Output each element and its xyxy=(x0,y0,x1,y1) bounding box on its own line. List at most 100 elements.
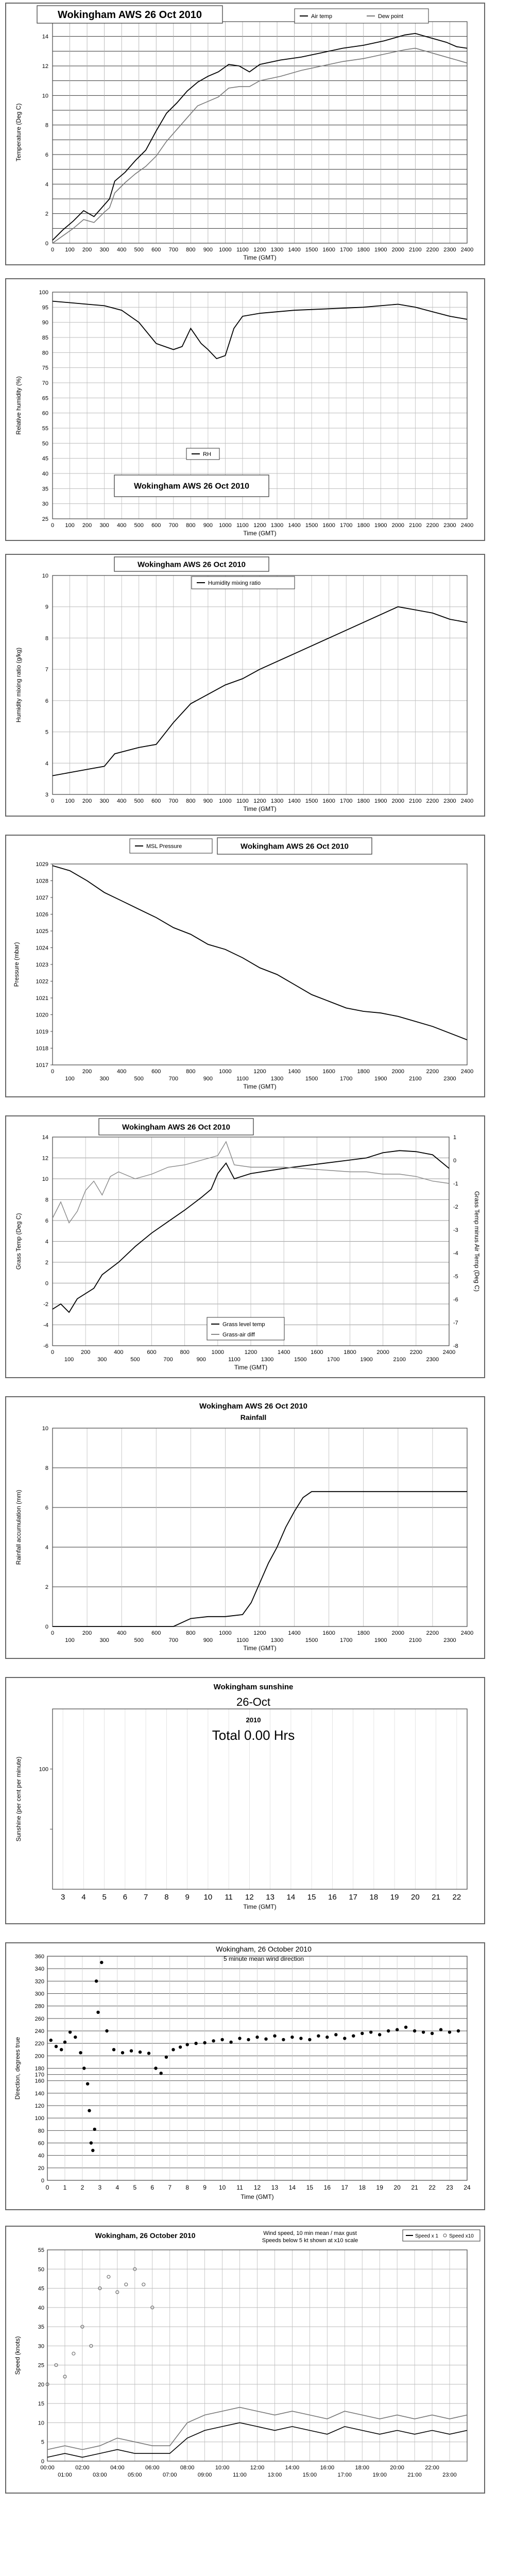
chart-title-box xyxy=(98,1118,254,1136)
y-tick-label: 10 xyxy=(38,2420,44,2426)
x-tick-label: 1800 xyxy=(357,522,370,529)
chart-subtitle: 5 minute mean wind direction xyxy=(224,1955,304,1962)
legend-box xyxy=(129,838,213,854)
chart-title: Wokingham AWS 26 Oct 2010 xyxy=(199,1402,307,1411)
x-tick-label: 700 xyxy=(163,1357,173,1363)
x-tick-label: 900 xyxy=(203,1076,213,1082)
y-tick-label: 5 xyxy=(41,2439,44,2446)
x-tick-label: 1600 xyxy=(322,798,335,804)
x-tick-label: 600 xyxy=(151,247,161,253)
y-tick-label: 60 xyxy=(42,411,48,417)
x-tick-label: 10 xyxy=(219,2184,226,2191)
x-tick-label: 1400 xyxy=(288,798,300,804)
y-tick-label: 1018 xyxy=(36,1046,48,1052)
y-tick-label: 30 xyxy=(38,2343,44,2349)
y-axis-label: Speed (knots) xyxy=(14,2336,21,2375)
x-tick-label: 0 xyxy=(51,798,54,804)
x-tick-label: 8 xyxy=(164,1893,168,1902)
y-tick-label: 4 xyxy=(45,1545,48,1551)
y-tick-label: 1024 xyxy=(36,945,48,952)
x-tick-label: 2000 xyxy=(376,1349,389,1355)
x-tick-label: 18 xyxy=(359,2184,366,2191)
legend-label: MSL Pressure xyxy=(146,843,182,850)
direction-point xyxy=(112,2048,116,2052)
direction-point xyxy=(96,2010,100,2014)
direction-point xyxy=(49,2038,53,2042)
x-tick-label: 2000 xyxy=(392,247,404,253)
chart-title: Wokingham AWS 26 Oct 2010 xyxy=(134,482,249,491)
x-tick-label: 400 xyxy=(117,798,126,804)
direction-point xyxy=(334,2033,338,2037)
x-tick-label: 0 xyxy=(51,522,54,529)
y-tick-label: 20 xyxy=(38,2382,44,2388)
max-gust-line xyxy=(47,2406,468,2450)
y-tick-label: 1021 xyxy=(36,995,48,1002)
x-tick-label: 1200 xyxy=(253,522,266,529)
x-tick-label: 2100 xyxy=(409,798,421,804)
x-tick-label: 15:00 xyxy=(303,2472,317,2478)
y-tick-label: 45 xyxy=(38,2286,44,2292)
x-tick-label: 0 xyxy=(46,2184,49,2191)
x-tick-label: 900 xyxy=(203,522,213,529)
y-tick-label: 10 xyxy=(42,1426,48,1432)
x-tick-label: 200 xyxy=(82,1069,92,1075)
x-tick-label: 2100 xyxy=(393,1357,406,1363)
y-tick-label: 95 xyxy=(42,304,48,311)
x-tick-label: 2100 xyxy=(409,1076,421,1082)
plot-frame xyxy=(52,21,468,244)
y-tick-label: 100 xyxy=(35,2115,44,2122)
x-tick-label: 1200 xyxy=(245,1349,257,1355)
speed-x10-point xyxy=(45,2382,49,2386)
x-tick-label: 2300 xyxy=(443,798,456,804)
direction-point xyxy=(308,2038,312,2042)
y-tick-label: 25 xyxy=(42,516,48,522)
x-tick-label: 6 xyxy=(150,2184,154,2191)
x-axis-label: Time (GMT) xyxy=(243,805,276,812)
x-tick-label: 15 xyxy=(307,1893,316,1902)
plot-frame xyxy=(52,1708,468,1890)
x-tick-label: 16 xyxy=(328,1893,337,1902)
x-tick-label: 1600 xyxy=(322,522,335,529)
y-tick-label: 8 xyxy=(45,635,48,641)
y-tick-label: 65 xyxy=(42,395,48,401)
x-tick-label: 1700 xyxy=(327,1357,339,1363)
grass-temp-line xyxy=(52,1150,450,1313)
chart-subtitle: Rainfall xyxy=(241,1413,267,1421)
y-tick-label: 55 xyxy=(42,426,48,432)
x-tick-label: 800 xyxy=(180,1349,189,1355)
y-axis-label: Temperature (Deg C) xyxy=(15,104,22,162)
direction-point xyxy=(360,2031,364,2035)
speed-x10-point xyxy=(107,2275,111,2279)
x-tick-label: 14 xyxy=(289,2184,296,2191)
y-tick-label: 40 xyxy=(38,2305,44,2311)
chart-title: Wokingham, 26 October 2010 xyxy=(216,1945,312,1953)
x-tick-label: 1200 xyxy=(253,1630,266,1636)
direction-point xyxy=(121,2051,125,2055)
direction-point xyxy=(456,2029,460,2033)
y-tick-label: 50 xyxy=(42,440,48,447)
x-tick-label: 1400 xyxy=(288,247,300,253)
chart-subtitle: 26-Oct xyxy=(236,1696,270,1708)
x-tick-label: 1500 xyxy=(305,1076,318,1082)
x-tick-label: 1800 xyxy=(357,247,370,253)
x-tick-label: 11:00 xyxy=(233,2472,247,2478)
air-temp-line xyxy=(52,32,468,241)
y-tick-label: 4 xyxy=(45,1239,48,1245)
y-tick-label: 10 xyxy=(42,573,48,579)
x-tick-label: 1000 xyxy=(219,1069,231,1075)
speed-x10-point xyxy=(98,2286,102,2290)
x-tick-label: 100 xyxy=(65,798,74,804)
x-tick-label: 0 xyxy=(51,1630,54,1636)
x-tick-label: 1600 xyxy=(311,1349,323,1355)
x-tick-label: 2400 xyxy=(461,798,473,804)
x-axis-label: Time (GMT) xyxy=(243,1903,276,1910)
y-tick-label: 1019 xyxy=(36,1029,48,1035)
direction-point xyxy=(91,2148,95,2153)
direction-point xyxy=(229,2040,233,2044)
x-tick-label: 20 xyxy=(393,2184,401,2191)
speed-x10-point xyxy=(133,2267,137,2271)
plot-frame xyxy=(52,863,468,1065)
y-axis-label: Rainfall accumulation (mm) xyxy=(15,1490,22,1565)
y-tick-label: 14 xyxy=(42,1134,48,1141)
x-tick-label: 600 xyxy=(151,1069,161,1075)
